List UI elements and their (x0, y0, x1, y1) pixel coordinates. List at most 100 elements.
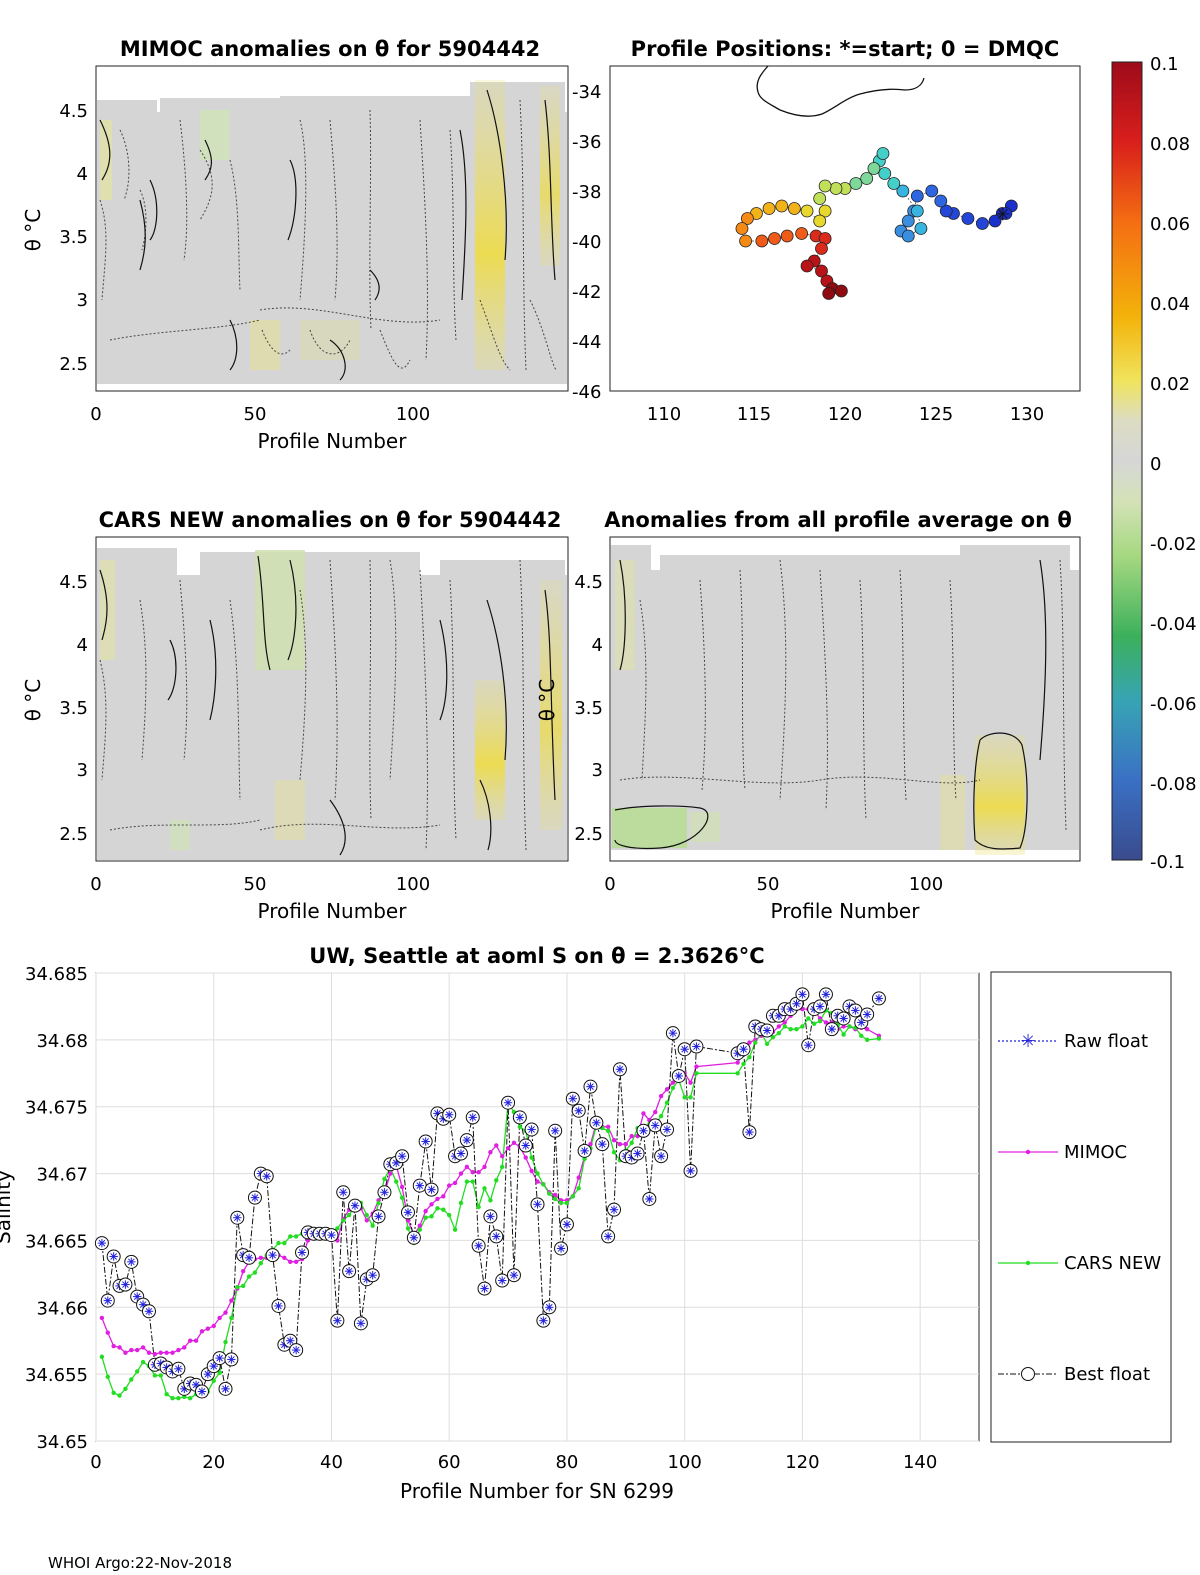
point-raw-float (462, 1135, 472, 1145)
point-raw-float (592, 1118, 601, 1127)
point-raw-float (804, 1041, 813, 1050)
point-raw-float (815, 1002, 825, 1011)
y-tick-label: 34.68 (36, 1031, 88, 1052)
positions-ytick: -44 (572, 332, 601, 353)
point-mimoc (158, 1350, 163, 1355)
positions-ytick: -34 (572, 82, 601, 103)
point-cars-new (382, 1176, 387, 1182)
profile-position-marker (815, 242, 828, 255)
point-cars-new (111, 1390, 116, 1396)
profile-position-marker (795, 227, 809, 240)
allavg-axes: 0 50 100 2.5 3 3.5 4 4.5 (574, 572, 943, 895)
point-mimoc (576, 1175, 581, 1180)
profile-position-marker (849, 177, 863, 190)
point-cars-new (552, 1196, 558, 1202)
positions-axes: 110 115 120 125 130 -34 -36 -38 -40 -42 … (572, 82, 1044, 425)
profile-position-marker (822, 287, 836, 300)
point-cars-new (417, 1227, 422, 1232)
point-raw-float (297, 1248, 307, 1257)
point-raw-float (645, 1194, 654, 1204)
chart-y-axis: 34.65 34.655 34.66 34.665 34.67 34.675 34.68 34… (25, 964, 88, 1453)
mimoc-ytick: 4 (77, 164, 88, 185)
point-cars-new (782, 1024, 787, 1029)
point-cars-new (535, 1171, 540, 1176)
point-mimoc (176, 1347, 181, 1353)
footer-credit: WHOI Argo:22-Nov-2018 (48, 1554, 232, 1572)
point-mimoc (152, 1351, 158, 1357)
profile-position-marker (887, 177, 901, 190)
point-cars-new (276, 1240, 281, 1246)
point-raw-float (651, 1121, 660, 1130)
profile-position-marker (780, 229, 794, 243)
point-cars-new (558, 1200, 564, 1206)
point-cars-new (176, 1396, 181, 1401)
cars-xtick: 0 (90, 874, 101, 895)
point-mimoc (288, 1259, 293, 1265)
point-cars-new (670, 1085, 676, 1091)
point-cars-new (447, 1212, 452, 1218)
point-cars-new (105, 1374, 110, 1380)
legend-item-cars-new: CARS NEW (998, 1253, 1161, 1274)
point-cars-new (376, 1200, 381, 1206)
point-cars-new (847, 1024, 852, 1029)
point-raw-float (403, 1208, 413, 1217)
point-raw-float (568, 1094, 578, 1103)
profile-position-marker (939, 204, 953, 218)
point-raw-float (409, 1233, 419, 1242)
colorbar-tick: -0.08 (1150, 774, 1197, 795)
point-cars-new (605, 1128, 611, 1133)
point-mimoc (305, 1238, 311, 1243)
point-raw-float (339, 1188, 348, 1197)
point-cars-new (582, 1156, 587, 1162)
cars-xtick: 50 (244, 874, 267, 895)
point-cars-new (441, 1207, 446, 1212)
point-raw-float (497, 1276, 507, 1285)
positions-ytick: -38 (572, 182, 601, 203)
chart-legend: ✳ Raw float MIMOC CARS NEW Best float (990, 971, 1172, 1443)
point-raw-float (209, 1361, 218, 1371)
point-cars-new (564, 1200, 570, 1206)
point-raw-float (533, 1200, 542, 1209)
point-raw-float (798, 990, 807, 999)
point-raw-float (539, 1316, 548, 1325)
salinity-chart: UW, Seattle at aoml S on θ = 2.3626°C 0 2… (0, 944, 1172, 1503)
point-raw-float (827, 1024, 837, 1034)
colorbar-tick: -0.1 (1150, 852, 1185, 873)
point-raw-float (127, 1257, 136, 1267)
point-cars-new (499, 1164, 505, 1170)
point-raw-float (233, 1213, 242, 1222)
positions-xtick: 115 (737, 404, 771, 425)
point-mimoc (117, 1345, 122, 1350)
point-mimoc (747, 1040, 752, 1045)
y-tick-label: 34.66 (36, 1298, 88, 1319)
point-raw-float (580, 1146, 589, 1156)
point-mimoc (629, 1133, 634, 1139)
point-raw-float (521, 1141, 530, 1150)
point-cars-new (811, 1021, 817, 1027)
point-mimoc (441, 1194, 446, 1199)
cars-axes: 0 50 100 2.5 3 3.5 4 4.5 (59, 572, 430, 895)
point-cars-new (399, 1195, 405, 1200)
point-cars-new (135, 1369, 140, 1374)
point-raw-float (144, 1307, 154, 1316)
point-mimoc (199, 1329, 205, 1334)
point-mimoc (511, 1140, 517, 1146)
profile-track: ✳ (735, 147, 1018, 300)
point-cars-new (129, 1377, 134, 1382)
cars-panel: CARS NEW anomalies on θ for 5904442 0 50… (21, 508, 569, 923)
point-raw-float (468, 1113, 477, 1122)
chart-series (94, 987, 886, 1401)
point-mimoc (364, 1218, 369, 1223)
profile-position-marker (755, 234, 769, 248)
mimoc-anomaly-field (97, 80, 567, 384)
cars-ylabel: θ °C (21, 679, 45, 722)
allavg-ytick: 2.5 (574, 824, 603, 845)
mimoc-xtick: 50 (244, 404, 267, 425)
point-mimoc (211, 1323, 216, 1329)
point-cars-new (629, 1140, 634, 1146)
point-cars-new (211, 1378, 216, 1384)
profile-position-marker (800, 259, 814, 273)
mimoc-axes: 0 50 100 2.5 3 3.5 4 4.5 (59, 101, 430, 425)
point-mimoc (552, 1192, 558, 1198)
